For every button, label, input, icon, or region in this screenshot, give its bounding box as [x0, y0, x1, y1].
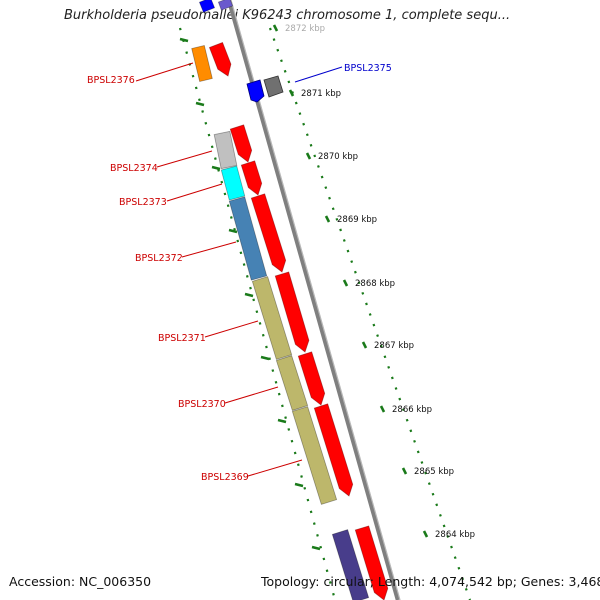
gene-label-leader — [294, 66, 343, 83]
ortholog-segment-cyan — [220, 165, 246, 201]
forward-gene-arrow — [240, 160, 263, 196]
inner-ruler-tick — [211, 165, 221, 171]
gene-label-leader — [156, 150, 213, 168]
ruler-tick-label: 2865 kbp — [414, 467, 454, 477]
reverse-gene-arrow — [246, 79, 265, 103]
ortholog-segment-orange — [191, 44, 213, 83]
map-title: Burkholderia pseudomallei K96243 chromos… — [64, 8, 511, 23]
ruler-tick-label: 2866 kbp — [392, 405, 432, 415]
ruler-layer: 2872 kbp 2871 kbp 2870 kbp 2869 kbp 2868 kbp… — [178, 24, 475, 600]
ortholog-segment-top — [217, 0, 234, 11]
gene-label: BPSL2372 — [135, 253, 183, 264]
ruler-tick-label: 2864 kbp — [435, 530, 475, 540]
forward-gene-arrow — [208, 41, 232, 77]
ortholog-segment-khaki — [251, 276, 293, 360]
forward-gene-arrow — [229, 124, 253, 163]
gene-label: BPSL2369 — [201, 472, 249, 483]
gene-label: BPSL2376 — [87, 75, 135, 86]
ortholog-segment-khaki — [291, 406, 338, 505]
ruler-tick — [422, 530, 429, 538]
forward-gene-arrow — [250, 193, 287, 273]
gene-label-leader — [204, 320, 259, 338]
ruler-tick-label: 2869 kbp — [337, 215, 377, 225]
ortholog-segment-steelblue — [228, 196, 268, 281]
gene-label-leader — [181, 241, 237, 258]
forward-gene-arrow — [274, 271, 310, 353]
ruler-tick — [342, 279, 349, 287]
inner-ruler-tick — [179, 37, 189, 43]
inner-ruler-tick — [294, 482, 304, 488]
gene-label-leader — [224, 386, 279, 404]
ortholog-segment-gray — [213, 130, 238, 170]
feature-layer — [191, 0, 389, 600]
forward-gene-arrow — [354, 525, 389, 600]
ruler-tick — [379, 405, 386, 413]
ruler-dotted-line — [268, 27, 472, 600]
gene-label-leader — [247, 459, 303, 477]
label-layer: BPSL2376 BPSL2375 BPSL2374 BPSL2373 BPSL2372… — [87, 62, 392, 483]
inner-ruler-tick — [260, 355, 270, 361]
gene-label: BPSL2374 — [110, 163, 158, 174]
inner-ruler-tick — [195, 101, 205, 107]
ruler-tick — [401, 467, 408, 475]
ruler-tick-label: 2867 kbp — [374, 341, 414, 351]
ruler-tick — [324, 215, 331, 223]
forward-gene-arrow — [313, 403, 354, 497]
ruler-tick — [305, 152, 312, 160]
gene-label: BPSL2371 — [158, 333, 206, 344]
reverse-gene-top — [198, 0, 216, 13]
ruler-tick — [288, 89, 295, 97]
ruler-tick — [361, 341, 368, 349]
gene-label: BPSL2375 — [344, 63, 392, 74]
gene-label: BPSL2370 — [178, 399, 226, 410]
ruler-tick-label: 2872 kbp — [285, 24, 325, 34]
ortholog-segment-khaki — [275, 355, 309, 411]
ruler-tick — [272, 24, 279, 32]
gene-label-leader — [166, 183, 223, 202]
ruler-tick-label: 2871 kbp — [301, 89, 341, 99]
gene-label-leader — [135, 62, 194, 82]
ortholog-segment-darkgray — [263, 75, 284, 98]
inner-ruler-tick — [244, 292, 254, 298]
topology-text: Topology: circular; Length: 4,074,542 bp… — [261, 574, 600, 589]
inner-ruler-tick — [228, 228, 238, 234]
ruler-tick-label: 2868 kbp — [355, 279, 395, 289]
inner-ruler-tick — [277, 418, 287, 424]
inner-ruler-dotted-line — [178, 27, 337, 600]
ortholog-segment-slate — [331, 529, 370, 600]
accession-text: Accession: NC_006350 — [9, 574, 152, 589]
inner-ruler-tick — [311, 545, 321, 551]
forward-gene-arrow — [297, 351, 326, 406]
ruler-tick-label: 2870 kbp — [318, 152, 358, 162]
gene-label: BPSL2373 — [119, 197, 167, 208]
